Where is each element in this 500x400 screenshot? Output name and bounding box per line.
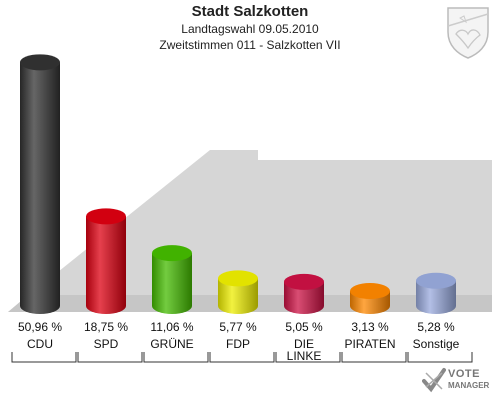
value-label: 50,96 %	[18, 320, 62, 334]
bar-top-die-linke	[284, 273, 324, 290]
value-label: 3,13 %	[351, 320, 389, 334]
category-bracket	[407, 352, 473, 363]
category-label: Sonstige	[413, 337, 460, 351]
bar-top-gr-ne	[152, 245, 192, 262]
category-label: PIRATEN	[344, 337, 395, 351]
checkmark-icon	[422, 368, 446, 393]
bar-sonstige	[416, 280, 456, 314]
bar-top-cdu	[20, 54, 60, 71]
bar-top-fdp	[218, 270, 258, 287]
chart-shadow-backdrop	[8, 150, 492, 312]
bar-top-spd	[86, 208, 126, 225]
category-label: GRÜNE	[150, 337, 193, 351]
value-label: 5,77 %	[219, 320, 257, 334]
category-label: SPD	[94, 337, 119, 351]
bar-top-sonstige	[416, 272, 456, 289]
value-label: 5,05 %	[285, 320, 323, 334]
category-bracket	[341, 352, 407, 363]
category-label: DIE	[294, 337, 314, 351]
category-bracket	[275, 352, 341, 363]
value-label: 5,28 %	[417, 320, 455, 334]
category-bracket	[11, 352, 77, 363]
category-bracket	[209, 352, 275, 363]
category-bracket	[143, 352, 209, 363]
bar-die-linke	[284, 281, 324, 314]
chart-subtitle-district: Zweitstimmen 011 - Salzkotten VII	[159, 38, 341, 52]
vote-manager-logo: VOTE MANAGER	[422, 366, 494, 396]
bar-gr-ne	[152, 253, 192, 314]
logo-text-vote: VOTE	[448, 368, 480, 380]
value-label: 18,75 %	[84, 320, 128, 334]
logo-text-manager: MANAGER	[448, 381, 490, 390]
chart-subtitle-election: Landtagswahl 09.05.2010	[181, 22, 319, 36]
bar-cdu	[20, 62, 60, 315]
bar-spd	[86, 216, 126, 314]
chart-title: Stadt Salzkotten	[191, 3, 309, 20]
category-label: FDP	[226, 337, 250, 351]
category-label: CDU	[27, 337, 53, 351]
value-label: 11,06 %	[150, 320, 193, 334]
coat-of-arms-icon	[447, 7, 489, 59]
category-bracket	[77, 352, 143, 363]
category-label: LINKE	[287, 349, 322, 363]
bar-top-piraten	[350, 283, 390, 300]
bar-fdp	[218, 278, 258, 314]
